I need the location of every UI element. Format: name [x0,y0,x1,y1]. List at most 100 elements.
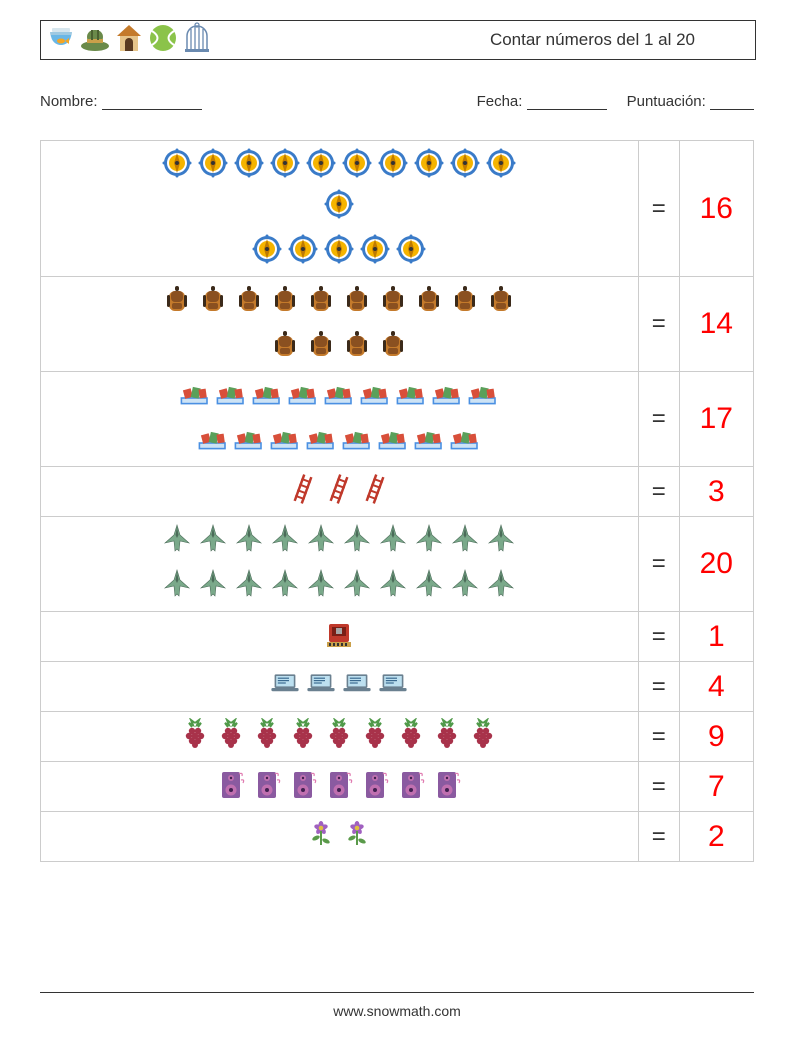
worksheet-row: =9 [41,712,754,762]
compass-icon [287,233,319,270]
speaker-icon [323,768,355,805]
raspberry-icon [395,718,427,755]
speaker-icon [251,768,283,805]
label-fecha: Fecha: [477,93,607,110]
compass-icon [377,147,409,184]
footer: www.snowmath.com [0,1003,794,1019]
compass-icon [197,147,229,184]
items-cell [41,662,639,712]
footer-line [40,992,754,993]
worksheet-row: =20 [41,517,754,612]
doghouse-icon [113,22,145,59]
jet-icon [377,568,409,605]
answer-cell: 20 [679,517,753,612]
equals-cell: = [638,467,679,517]
tennisball-icon [147,22,179,59]
equals-cell: = [638,277,679,372]
flower-icon [341,818,373,855]
books-icon [251,378,283,415]
backpack-icon [305,283,337,320]
compass-icon [485,147,517,184]
items-cell [41,277,639,372]
jet-icon [305,523,337,560]
equals-cell: = [638,662,679,712]
compass-icon [449,147,481,184]
flower-icon [305,818,337,855]
raspberry-icon [215,718,247,755]
jet-icon [161,523,193,560]
laptop-icon [269,668,301,705]
raspberry-icon [287,718,319,755]
jet-icon [305,568,337,605]
jet-icon [413,523,445,560]
mailbox-icon [323,618,355,655]
backpack-icon [413,283,445,320]
books-icon [431,378,463,415]
backpack-icon [233,283,265,320]
backpack-icon [197,283,229,320]
worksheet-row: =1 [41,612,754,662]
books-icon [269,423,301,460]
ladder-icon [287,473,319,510]
backpack-icon [341,283,373,320]
items-cell [41,372,639,467]
equals-cell: = [638,141,679,277]
worksheet-row: =7 [41,762,754,812]
speaker-icon [215,768,247,805]
jet-icon [341,568,373,605]
books-icon [179,378,211,415]
compass-icon [269,147,301,184]
jet-icon [449,568,481,605]
jet-icon [233,568,265,605]
worksheet-row: =4 [41,662,754,712]
compass-icon [413,147,445,184]
books-icon [215,378,247,415]
title-text: Contar números del 1 al 20 [490,30,695,50]
answer-cell: 17 [679,372,753,467]
compass-icon [341,147,373,184]
books-icon [467,378,499,415]
answer-cell: 16 [679,141,753,277]
answer-cell: 7 [679,762,753,812]
equals-cell: = [638,612,679,662]
birdcage-icon [181,22,213,59]
backpack-icon [269,283,301,320]
laptop-icon [341,668,373,705]
raspberry-icon [431,718,463,755]
worksheet-row: =3 [41,467,754,517]
compass-icon [161,147,193,184]
answer-cell: 2 [679,812,753,862]
books-icon [395,378,427,415]
compass-icon [305,147,337,184]
backpack-icon [341,328,373,365]
equals-cell: = [638,712,679,762]
title-icons [41,22,213,59]
compass-icon [251,233,283,270]
jet-icon [413,568,445,605]
backpack-icon [485,283,517,320]
answer-cell: 1 [679,612,753,662]
worksheet-row: =2 [41,812,754,862]
hat-icon [79,22,111,59]
books-icon [359,378,391,415]
raspberry-icon [251,718,283,755]
fishbowl-icon [45,22,77,59]
jet-icon [449,523,481,560]
jet-icon [197,523,229,560]
items-cell [41,141,639,277]
answer-cell: 9 [679,712,753,762]
books-icon [341,423,373,460]
equals-cell: = [638,517,679,612]
books-icon [287,378,319,415]
worksheet-row: =14 [41,277,754,372]
ladder-icon [323,473,355,510]
compass-icon [323,188,355,225]
backpack-icon [449,283,481,320]
books-icon [305,423,337,460]
raspberry-icon [467,718,499,755]
backpack-icon [269,328,301,365]
equals-cell: = [638,372,679,467]
answer-cell: 14 [679,277,753,372]
speaker-icon [431,768,463,805]
books-icon [377,423,409,460]
